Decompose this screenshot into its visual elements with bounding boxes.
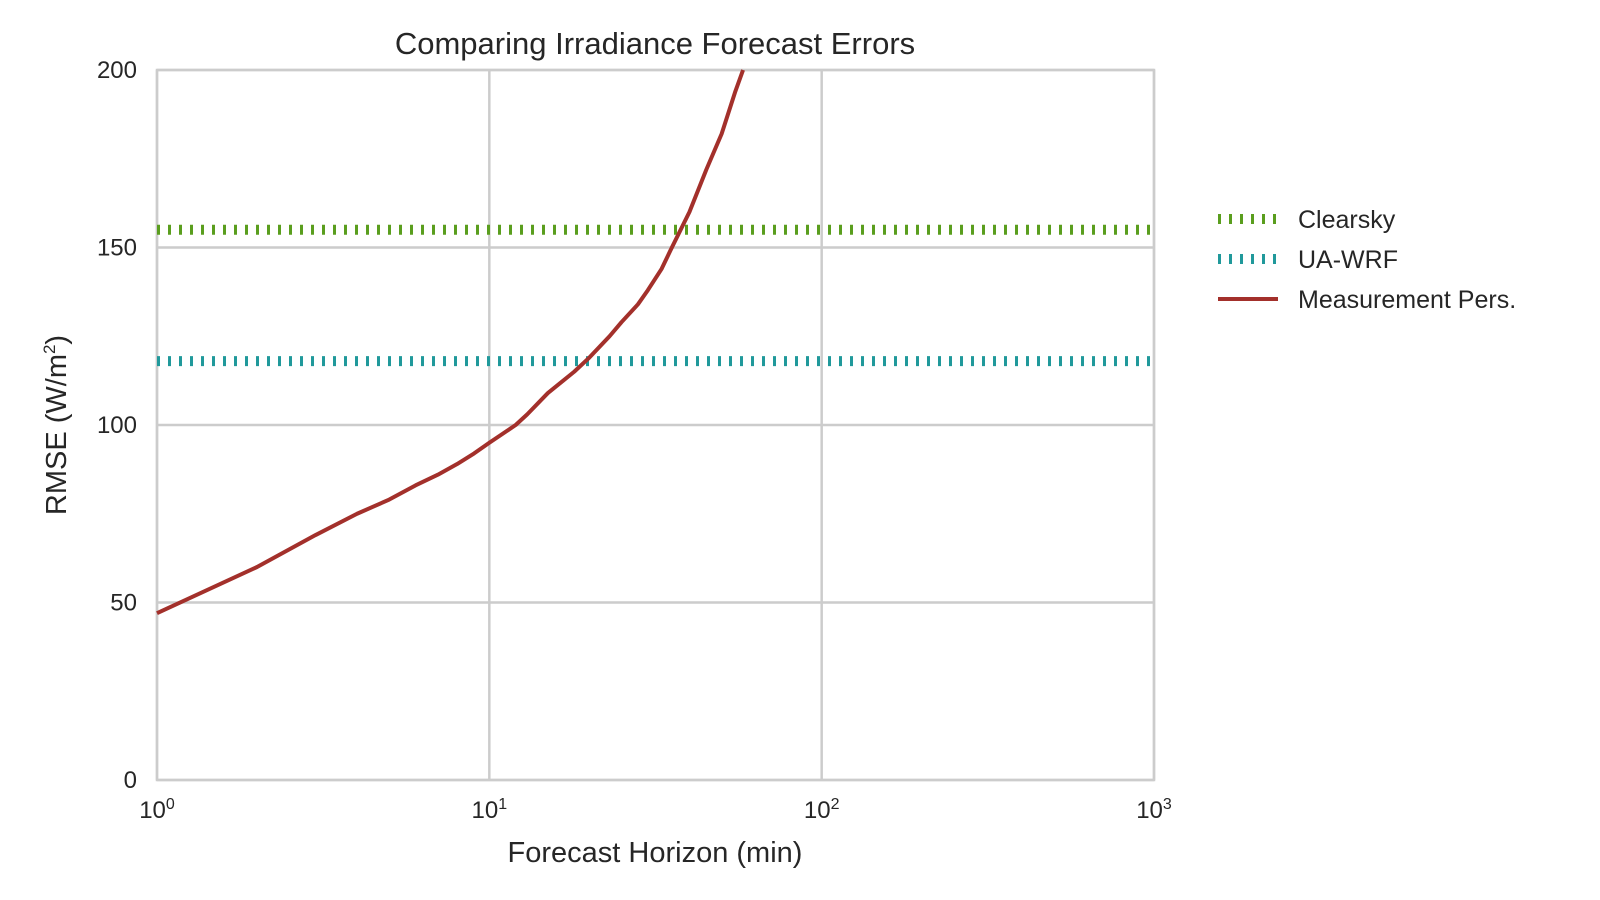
y-axis-label-superscript: 2 <box>40 345 59 354</box>
series-layer <box>156 69 1154 615</box>
y-tick-label: 200 <box>97 57 137 84</box>
x-tick-base: 10 <box>139 797 166 824</box>
x-tick-exponent: 2 <box>831 796 840 813</box>
chart-title: Comparing Irradiance Forecast Errors <box>395 26 915 61</box>
plot-frame <box>155 68 1156 782</box>
x-tick-exponent: 1 <box>498 796 507 813</box>
legend-label: UA-WRF <box>1298 246 1398 274</box>
y-axis-label: RMSE (W/m2) <box>40 335 73 515</box>
y-tick-label: 0 <box>124 767 137 794</box>
y-axis-label-close: ) <box>41 335 73 345</box>
x-axis-label: Forecast Horizon (min) <box>508 837 803 869</box>
legend-label: Measurement Pers. <box>1298 286 1516 314</box>
x-tick-label: 102 <box>804 796 840 824</box>
y-tick-label: 50 <box>110 590 137 617</box>
x-tick-base: 10 <box>804 797 831 824</box>
y-axis-label-main: RMSE (W/m <box>41 354 73 515</box>
series-line-measurement-pers <box>156 69 745 615</box>
x-tick-base: 10 <box>472 797 499 824</box>
x-tick-label: 103 <box>1136 796 1172 824</box>
x-tick-exponent: 0 <box>166 796 175 813</box>
y-tick-label: 100 <box>97 412 137 439</box>
x-tick-exponent: 3 <box>1163 796 1172 813</box>
y-tick-label: 150 <box>97 235 137 262</box>
legend-label: Clearsky <box>1298 206 1396 234</box>
x-tick-base: 10 <box>1136 797 1163 824</box>
x-tick-label: 101 <box>472 796 508 824</box>
x-tick-label: 100 <box>139 796 175 824</box>
gridlines <box>155 68 1156 782</box>
legend: Clearsky UA-WRF Measurement Pers. <box>1218 206 1516 314</box>
